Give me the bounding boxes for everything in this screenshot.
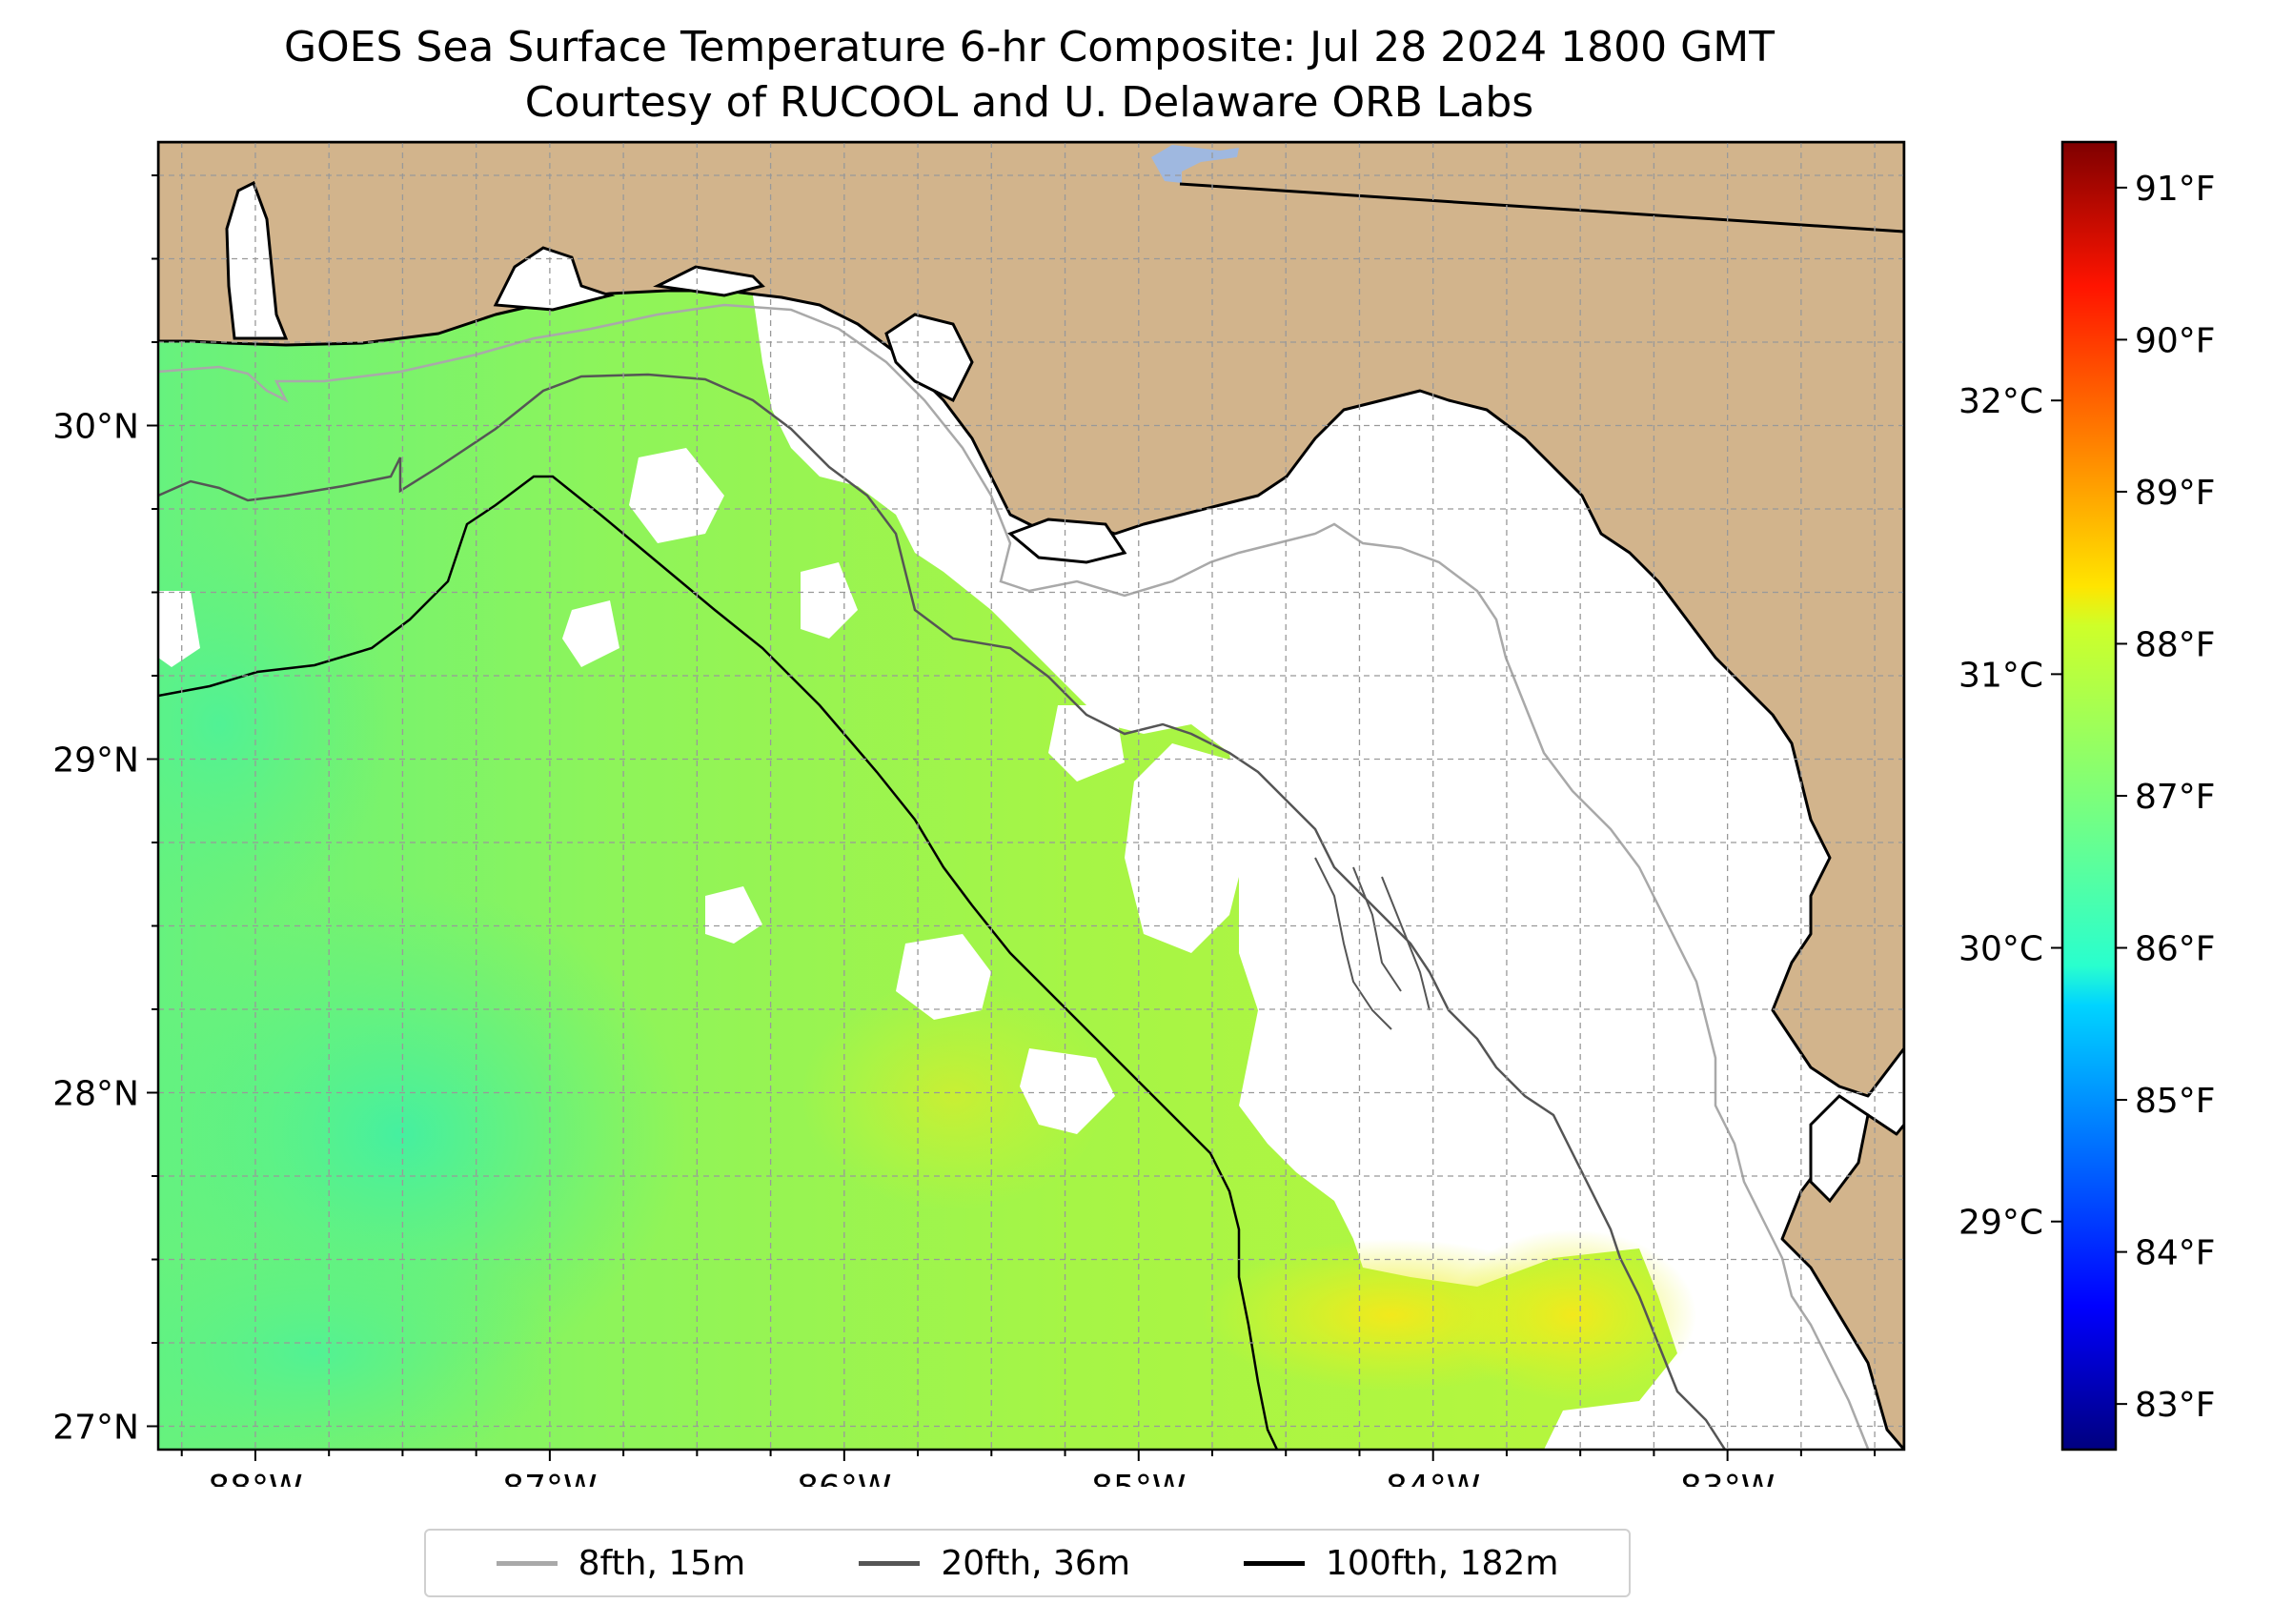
colorbar-f-tick-label: 84°F [2135,1234,2216,1273]
lon-tick-label: 85°W [1091,1469,1186,1487]
graticule [158,142,1904,1450]
lon-tick-label: 88°W [208,1469,302,1487]
map-frame [156,140,1906,1451]
mobile-bay [225,180,289,340]
colorbar-ticks: 83°F 84°F 85°F 86°F 87°F 88°F 89°F 90°F 91°F 29°C… [1958,170,2215,1425]
sst-map: 88°W 87°W 86°W 85°W 84°W 83°W 30°N 29°N 28°N 27°N… [52,140,2216,1487]
legend-item-8fth: 8fth, 15m [496,1543,746,1583]
contour-100fth [158,475,1279,1450]
lat-tick-label: 28°N [52,1075,139,1114]
lon-tick-label: 84°W [1386,1469,1480,1487]
colorbar-c-tick-label: 29°C [1958,1204,2043,1243]
bay-pensacola [493,246,616,312]
map-plot-area [158,142,1904,1450]
legend-label-8fth: 8fth, 15m [578,1543,746,1583]
bay-choctawhatchee [653,265,765,297]
chart-subtitle: Courtesy of RUCOOL and U. Delaware ORB L… [524,78,1534,127]
colorbar-f-tick-label: 86°F [2135,930,2216,969]
legend-item-100fth: 100fth, 182m [1244,1544,1558,1583]
colorbar-f-tick-label: 91°F [2135,170,2216,209]
contour-8fth [158,303,1870,1450]
colorbar-f-tick-label: 89°F [2135,474,2216,513]
contour-20fth-islands [1314,857,1431,1030]
contour-20fth [158,373,1727,1450]
legend-label-100fth: 100fth, 182m [1326,1543,1559,1583]
chart-title: GOES Sea Surface Temperature 6-hr Compos… [283,23,1776,71]
colorbar-f-tick-label: 90°F [2135,321,2216,360]
colorbar: 83°F 84°F 85°F 86°F 87°F 88°F 89°F 90°F 91°F 29°C… [1958,140,2216,1451]
inland-lake [1151,145,1239,183]
map-ticks: 88°W 87°W 86°W 85°W 84°W 83°W 30°N 29°N 28°N 27°N [52,174,1877,1487]
colorbar-f-tick-label: 87°F [2135,778,2216,817]
legend-label-20fth: 20fth, 36m [941,1543,1130,1583]
colorbar-c-tick-label: 32°C [1958,382,2043,421]
lon-tick-label: 83°W [1680,1469,1775,1487]
lon-tick-label: 87°W [502,1469,597,1487]
lat-tick-label: 29°N [52,741,139,781]
colorbar-f-tick-label: 85°F [2135,1082,2216,1121]
legend-swatch-100fth [1244,1560,1306,1566]
legend-item-20fth: 20fth, 36m [859,1544,1130,1583]
lat-tick-label: 30°N [52,408,139,447]
legend: 8fth, 15m 20fth, 36m 100fth, 182m [424,1529,1631,1597]
colorbar-f-tick-label: 83°F [2135,1386,2216,1425]
legend-swatch-8fth [496,1560,558,1566]
colorbar-gradient [2060,140,2118,1451]
lon-tick-label: 86°W [797,1469,891,1487]
bay-st-andrew [884,313,974,403]
colorbar-c-tick-label: 31°C [1958,656,2043,695]
land-area [158,142,1904,1450]
bay-tampa [1809,1094,1870,1204]
state-border [1179,182,1904,233]
bay-apalachicola [1007,518,1127,564]
colorbar-c-tick-label: 30°C [1958,930,2043,969]
legend-swatch-20fth [859,1560,921,1566]
colorbar-f-tick-label: 88°F [2135,625,2216,664]
lat-tick-label: 27°N [52,1409,139,1448]
